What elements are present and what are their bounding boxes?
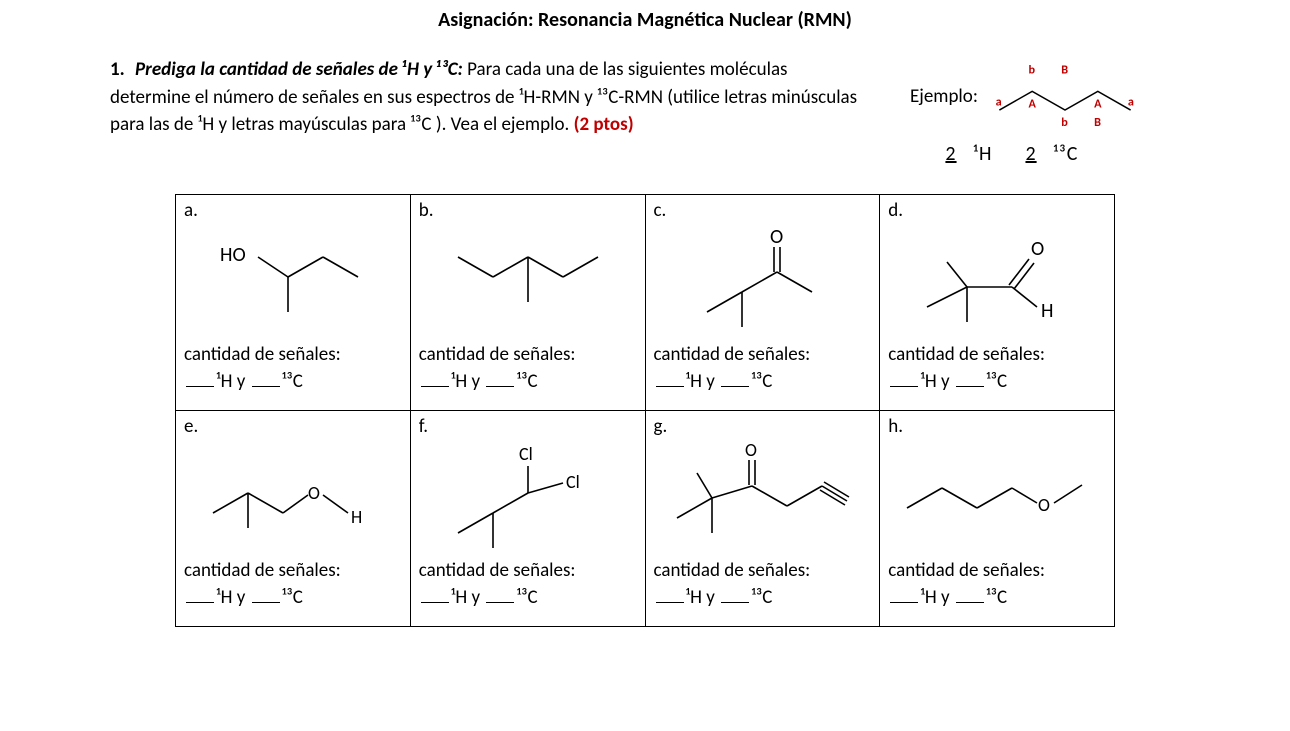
molecule-h: O <box>888 438 1106 558</box>
svg-text:HO: HO <box>220 243 246 267</box>
svg-text:a: a <box>1128 94 1134 109</box>
cell-f: f. Cl Cl cantida <box>410 411 645 627</box>
svg-text:B: B <box>1094 115 1101 130</box>
svg-text:A: A <box>1094 96 1102 111</box>
cell-g: g. <box>645 411 880 627</box>
cell-b: b. cantidad de señales: ¹H y <box>410 195 645 411</box>
question-lead: Prediga la cantidad de señales de ¹H y ¹… <box>135 58 467 81</box>
molecule-a: HO <box>184 222 402 342</box>
answer-e: cantidad de señales: ¹H y ¹³C <box>184 558 402 610</box>
svg-text:O: O <box>745 439 757 461</box>
page-title: Asignación: Resonancia Magnética Nuclear… <box>110 8 1180 32</box>
document-page: Asignación: Resonancia Magnética Nuclear… <box>0 0 1290 731</box>
svg-text:b: b <box>1028 63 1035 78</box>
example-block: Ejemplo: a A b B A a B b <box>910 56 1180 166</box>
answer-h: cantidad de señales: ¹H y ¹³C <box>888 558 1106 610</box>
svg-text:O: O <box>1031 237 1044 261</box>
cell-h: h. O cantidad de señales: <box>880 411 1115 627</box>
svg-text:B: B <box>1061 63 1068 78</box>
answer-a: cantidad de señales: ¹H y ¹³C <box>184 342 402 394</box>
answer-b: cantidad de señales: ¹H y ¹³C <box>419 342 637 394</box>
cell-c: c. O <box>645 195 880 411</box>
molecule-e: O H <box>184 438 402 558</box>
svg-text:H: H <box>351 506 362 528</box>
answer-c: cantidad de señales: ¹H y ¹³C <box>654 342 872 394</box>
svg-text:Cl: Cl <box>519 443 533 465</box>
svg-text:Cl: Cl <box>566 471 580 493</box>
question-number: 1. <box>110 58 125 81</box>
cell-d: d. O <box>880 195 1115 411</box>
answer-f: cantidad de señales: ¹H y ¹³C <box>419 558 637 610</box>
svg-text:O: O <box>308 482 320 504</box>
svg-text:O: O <box>1038 494 1050 516</box>
cell-a: a. HO cantidad de señales: ¹H y <box>176 195 411 411</box>
molecule-grid: a. HO cantidad de señales: ¹H y <box>175 194 1115 627</box>
question-text: 1. Prediga la cantidad de señales de ¹H … <box>110 56 870 139</box>
molecule-g: O <box>654 438 872 558</box>
example-molecule: a A b B A a B b <box>990 56 1140 136</box>
svg-text:A: A <box>1028 96 1036 111</box>
svg-text:H: H <box>1041 299 1053 323</box>
svg-text:O: O <box>770 227 783 249</box>
svg-text:b: b <box>1061 115 1068 130</box>
cell-e: e. O H cantidad <box>176 411 411 627</box>
molecule-f: Cl Cl <box>419 438 637 558</box>
svg-text:a: a <box>996 94 1002 109</box>
molecule-c: O <box>654 222 872 342</box>
points-label: (2 ptos) <box>574 113 634 136</box>
answer-d: cantidad de señales: ¹H y ¹³C <box>888 342 1106 394</box>
example-counts: 2 ¹H 2 ¹³C <box>910 142 1180 166</box>
answer-g: cantidad de señales: ¹H y ¹³C <box>654 558 872 610</box>
molecule-d: O H <box>888 222 1106 342</box>
example-label: Ejemplo: <box>910 85 978 108</box>
question-row: 1. Prediga la cantidad de señales de ¹H … <box>110 56 1180 166</box>
molecule-b <box>419 222 637 342</box>
